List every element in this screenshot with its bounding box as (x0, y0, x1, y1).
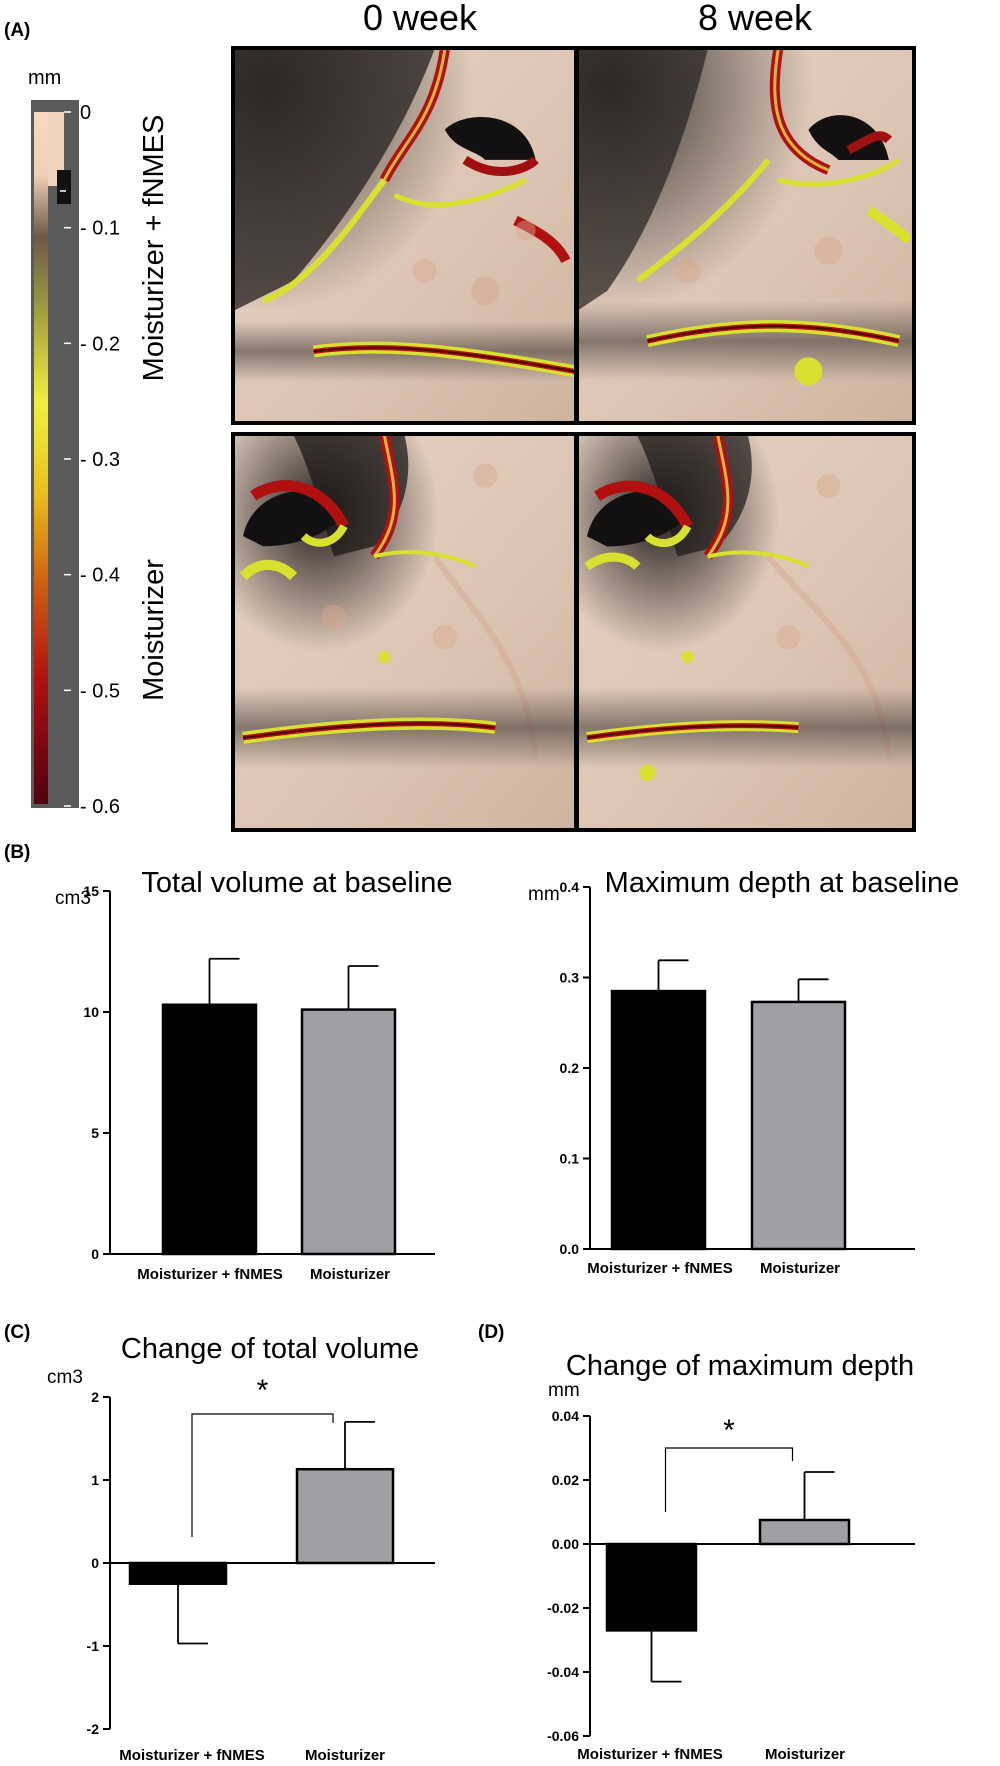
colorbar-tick-label: - 0.2 (80, 333, 120, 355)
y-tick-label: 0 (91, 1246, 99, 1262)
y-tick-label: -0.02 (547, 1600, 579, 1616)
bar-moisturizer (750, 1000, 847, 1251)
image-fnmes-week0 (231, 46, 578, 425)
y-tick-label: 0.04 (552, 1408, 579, 1424)
y-tick-label: -1 (87, 1638, 100, 1654)
significance-bracket (191, 1413, 334, 1537)
panel-a-label: (A) (4, 20, 30, 41)
x-category-label: Moisturizer (760, 1260, 840, 1277)
x-category-label: Moisturizer + fNMES (577, 1746, 722, 1763)
panel-c-label: (C) (4, 1322, 30, 1343)
column-label-8-week: 8 week (698, 0, 813, 38)
colorbar-tick-label: - 0.1 (80, 218, 120, 240)
y-tick-label: 5 (91, 1125, 99, 1141)
y-tick-label: 15 (83, 883, 99, 899)
x-category-label: Moisturizer + fNMES (119, 1747, 264, 1764)
bar-fnmes (161, 1003, 258, 1256)
chart-title: Change of total volume (121, 1333, 419, 1365)
y-tick-label: 10 (83, 1004, 99, 1020)
significance-bracket (664, 1447, 794, 1512)
y-tick-label: -0.04 (547, 1664, 579, 1680)
x-category-label: Moisturizer (310, 1266, 390, 1283)
bar-moisturizer (300, 1008, 397, 1256)
chart-change-total-volume: Change of total volume cm3 -2 -1 0 1 2 Moisturi… (47, 1333, 435, 1764)
y-tick-label: 0.3 (560, 970, 580, 986)
panel-d-label: (D) (478, 1322, 504, 1343)
chart-title: Total volume at baseline (141, 867, 452, 899)
bar-moisturizer (295, 1467, 395, 1565)
colorbar-gradient (34, 112, 48, 804)
y-tick-label: 0.00 (552, 1536, 579, 1552)
bar-moisturizer (758, 1518, 851, 1546)
colorbar-tick-label: - 0.4 (80, 565, 120, 587)
colorbar-tick-label: 0 (80, 102, 91, 124)
y-tick-label: 2 (91, 1389, 99, 1405)
colorbar-tick-label: - 0.5 (80, 680, 120, 702)
y-tick-label: -0.06 (547, 1728, 579, 1744)
y-tick-label: 0 (91, 1555, 99, 1571)
y-tick-label: 1 (91, 1472, 99, 1488)
y-tick-label: 0.4 (560, 879, 580, 895)
y-axis-unit: mm (548, 1380, 580, 1401)
y-tick-label: 0.02 (552, 1472, 579, 1488)
image-moisturizer-week8 (575, 432, 916, 832)
x-category-label: Moisturizer + fNMES (587, 1260, 732, 1277)
bar-fnmes (605, 1542, 698, 1632)
chart-max-depth-baseline: Maximum depth at baseline mm 0.0 0.1 0.2 0.3 0… (528, 867, 959, 1277)
y-axis-unit: cm3 (47, 1367, 83, 1388)
colorbar-unit: mm (28, 67, 61, 89)
y-tick-label: 0.0 (560, 1241, 580, 1257)
bar-fnmes (610, 989, 707, 1251)
chart-title: Maximum depth at baseline (605, 867, 960, 899)
y-axis-unit: cm3 (55, 888, 91, 909)
image-fnmes-week8 (575, 46, 916, 425)
y-axis-unit: mm (528, 884, 560, 905)
colorbar-marker (57, 170, 71, 204)
panel-b-label: (B) (4, 842, 30, 863)
colorbar-swatch (48, 112, 64, 186)
row-label-fnmes: Moisturizer + fNMES (138, 115, 170, 382)
chart-title: Change of maximum depth (566, 1350, 914, 1382)
colorbar-tick-label: - 0.3 (80, 449, 120, 471)
significance-star: * (723, 1414, 735, 1447)
y-tick-label: -2 (87, 1721, 100, 1737)
row-label-moisturizer: Moisturizer (138, 559, 170, 701)
image-moisturizer-week0 (231, 432, 578, 832)
column-label-0-week: 0 week (363, 0, 478, 38)
depth-colorbar: mm 0 - 0.1 - 0.2 - 0.3 - 0.4 - 0.5 - 0.6 (28, 67, 120, 818)
x-category-label: Moisturizer (765, 1746, 845, 1763)
chart-total-volume-baseline: Total volume at baseline cm3 0 5 10 15 Moistur… (55, 867, 453, 1283)
colorbar-tick-label: - 0.6 (80, 796, 120, 818)
y-tick-label: 0.2 (560, 1060, 580, 1076)
significance-star: * (257, 1374, 269, 1407)
x-category-label: Moisturizer (305, 1747, 385, 1764)
y-tick-label: 0.1 (560, 1151, 580, 1167)
x-category-label: Moisturizer + fNMES (137, 1266, 282, 1283)
bar-fnmes (128, 1561, 228, 1585)
